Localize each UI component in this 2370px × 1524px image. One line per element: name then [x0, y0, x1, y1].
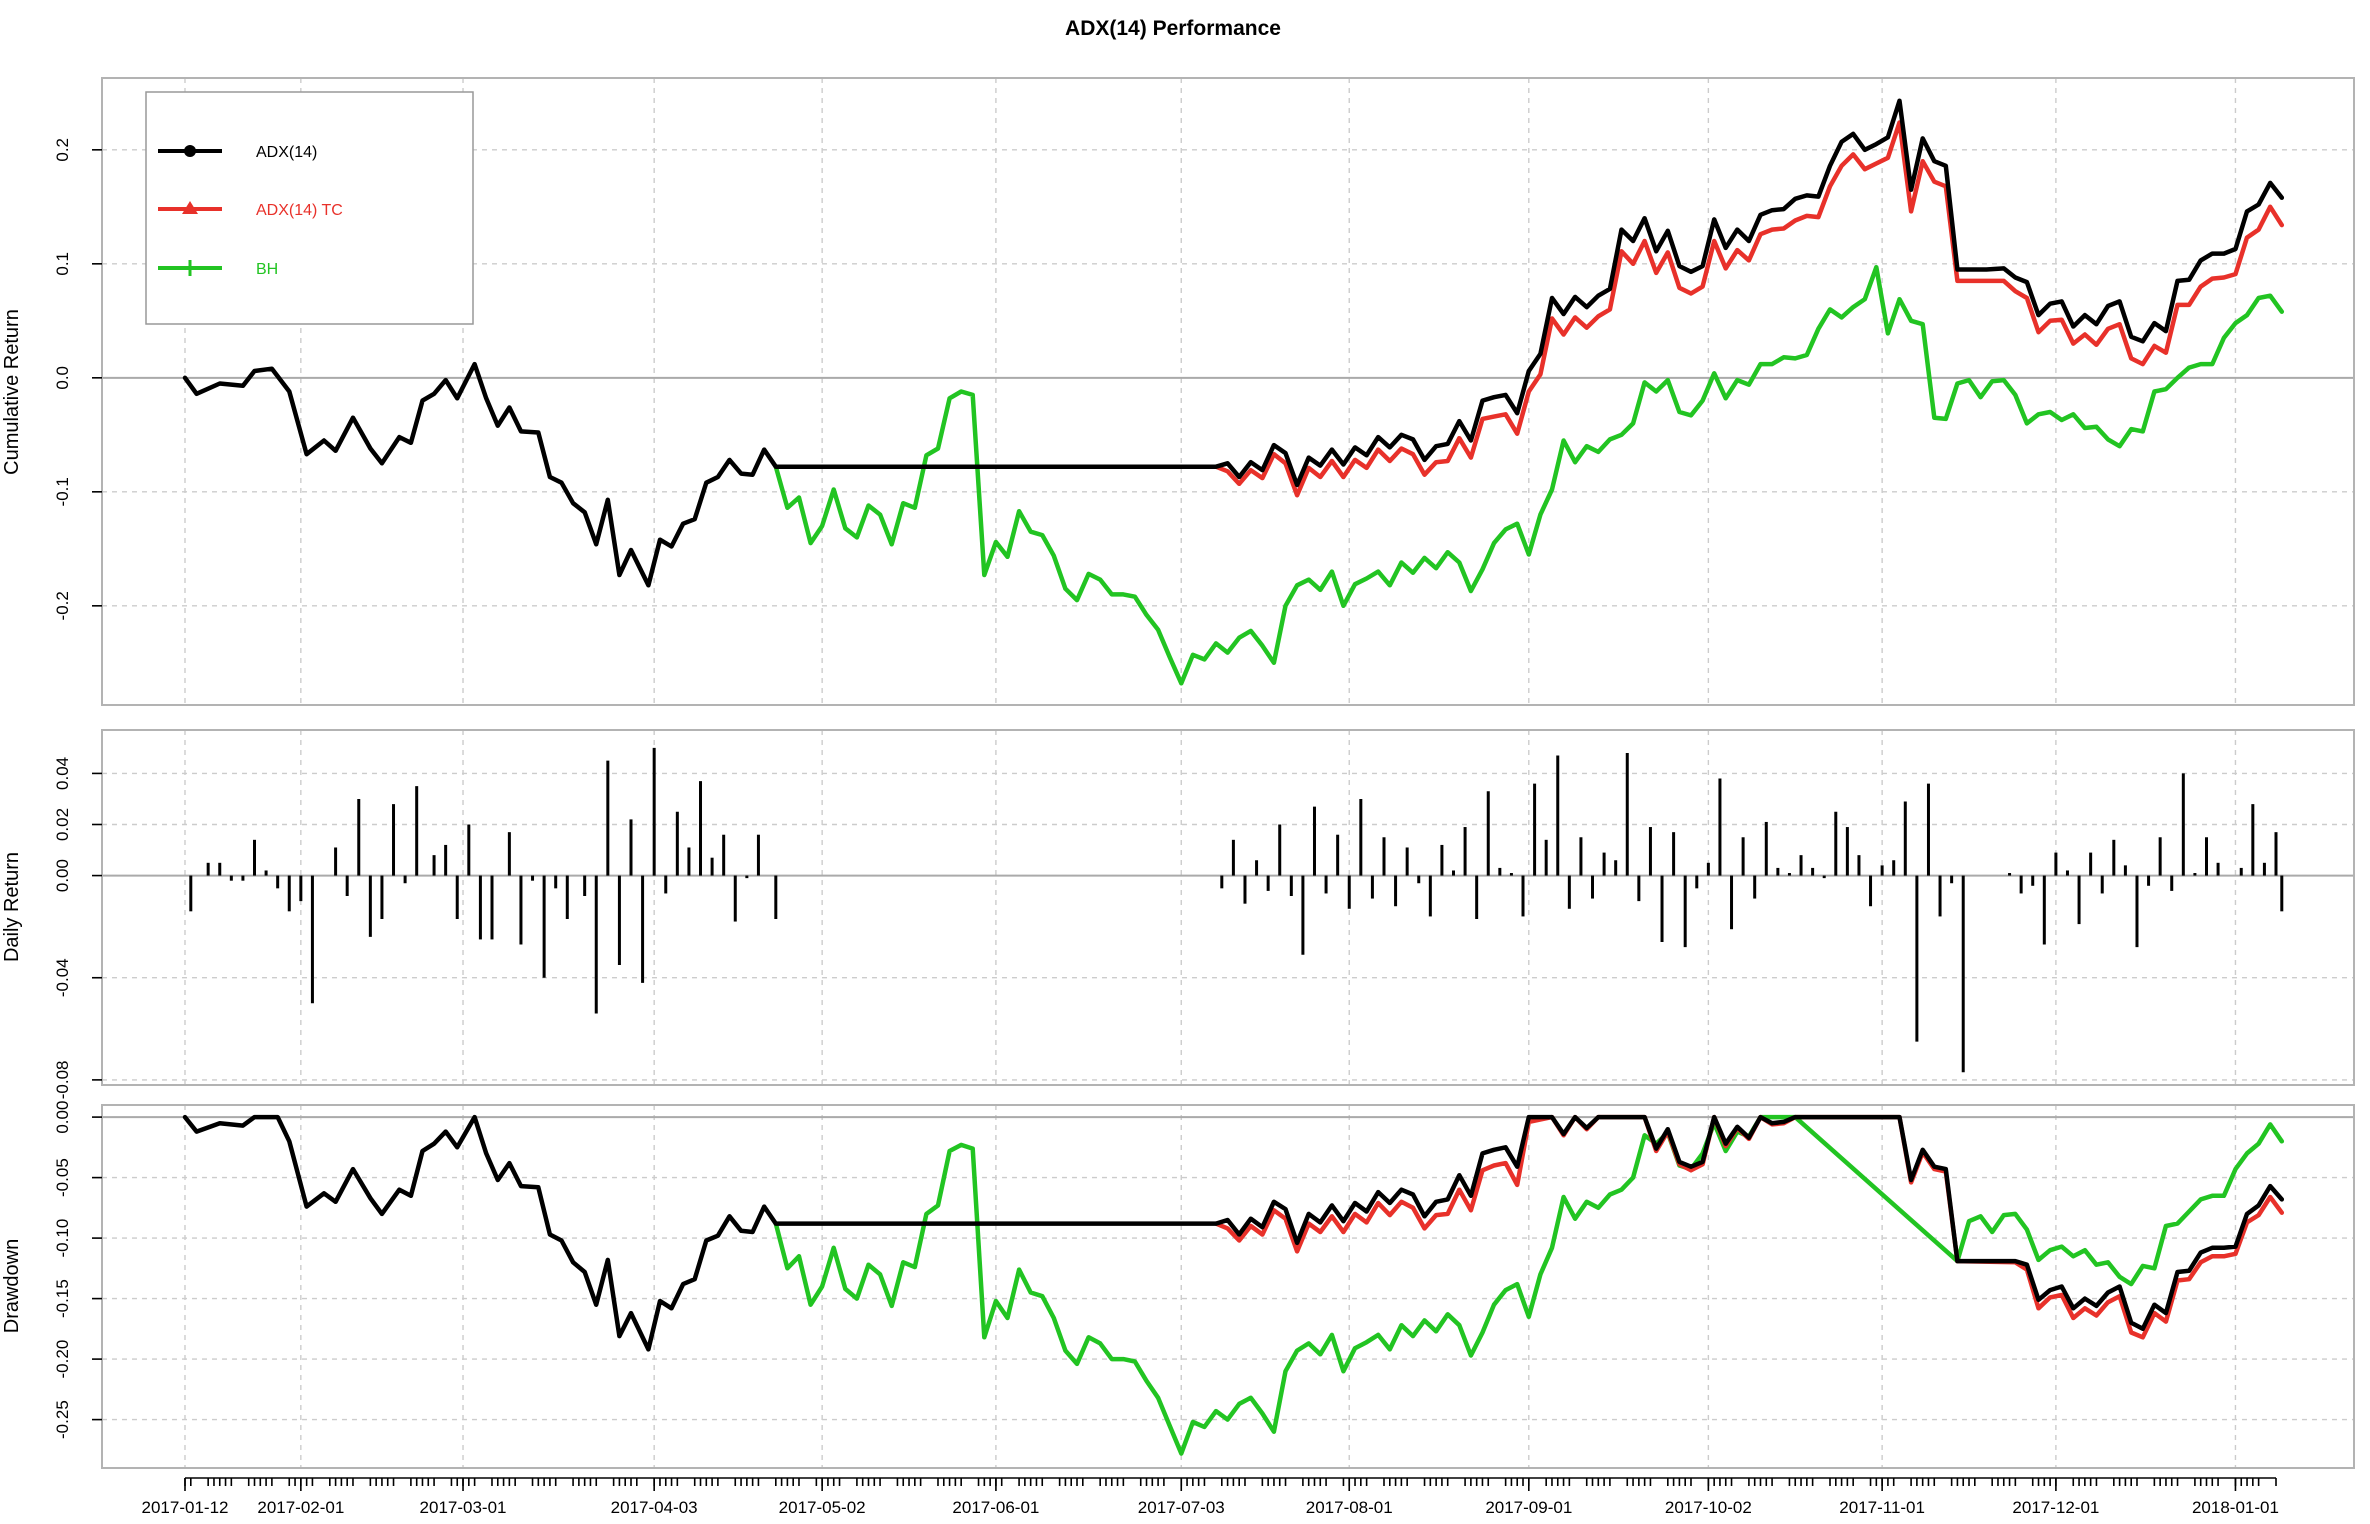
legend-marker-circle-icon: [184, 145, 196, 157]
cumulative-panel-frame: [101, 77, 2355, 706]
x-tick-label: 2017-12-01: [2012, 1498, 2099, 1517]
legend-label-bh: BH: [256, 261, 278, 278]
drawdown-panel: 0.00 -0.05 -0.10 -0.15 -0.20 -0.25 Drawdown: [1, 1101, 2355, 1469]
daily-grid: [102, 730, 2354, 1085]
daily-return-bars: [189, 747, 2284, 1073]
drawdown-series-group: [182, 1114, 2285, 1456]
legend-label-adx14: ADX(14): [256, 144, 317, 161]
x-tick-label: 2017-07-03: [1138, 1498, 1225, 1517]
cumulative-series-group: [182, 98, 2285, 686]
series-line-adx-14-tc: [1213, 120, 2285, 498]
series-line-adx-14: [182, 1114, 2285, 1352]
x-tick-label: 2017-03-01: [420, 1498, 507, 1517]
x-tick-label: 2017-11-01: [1839, 1498, 1925, 1517]
y-tick-label: 0.04: [53, 757, 72, 790]
x-tick-label: 2017-01-12: [142, 1498, 229, 1517]
cumulative-panel: 0.2 0.1 0.0 -0.1 -0.2 Cumulative Return ADX(…: [1, 77, 2355, 706]
daily-y-axis: 0.04 0.02 0.00 -0.04 -0.08: [53, 757, 102, 1099]
cumulative-y-axis: 0.2 0.1 0.0 -0.1 -0.2: [53, 138, 102, 620]
legend-item-adx14-tc: ADX(14) TC: [158, 201, 343, 219]
series-line-bh: [773, 264, 2285, 686]
daily-return-panel: 0.04 0.02 0.00 -0.04 -0.08 Daily Return: [1, 729, 2355, 1099]
legend: ADX(14) ADX(14) TC BH: [145, 91, 474, 325]
y-tick-label: -0.10: [53, 1219, 72, 1258]
x-tick-label: 2017-10-02: [1665, 1498, 1752, 1517]
drawdown-grid: [102, 1105, 2354, 1468]
x-tick-label: 2017-06-01: [952, 1498, 1039, 1517]
series-line-adx-14-tc: [1213, 1114, 2285, 1340]
x-tick-label: 2017-09-01: [1485, 1498, 1572, 1517]
series-line-adx-14: [182, 98, 2285, 588]
y-tick-label: 0.1: [53, 252, 72, 276]
daily-panel-frame: [101, 729, 2355, 1086]
legend-label-adx14-tc: ADX(14) TC: [256, 202, 343, 219]
y-tick-label: 0.2: [53, 138, 72, 162]
y-tick-label: -0.20: [53, 1340, 72, 1379]
y-tick-label: 0.02: [53, 808, 72, 841]
y-tick-label: -0.2: [53, 591, 72, 620]
y-tick-label: -0.1: [53, 477, 72, 506]
y-tick-label: -0.15: [53, 1279, 72, 1318]
y-tick-label: 0.0: [53, 366, 72, 390]
drawdown-y-axis-title: Drawdown: [1, 1239, 23, 1333]
y-tick-label: 0.00: [53, 1101, 72, 1134]
y-tick-label: 0.00: [53, 859, 72, 892]
x-tick-label: 2018-01-01: [2192, 1498, 2279, 1517]
y-tick-label: -0.05: [53, 1158, 72, 1197]
drawdown-y-axis: 0.00 -0.05 -0.10 -0.15 -0.20 -0.25: [53, 1101, 102, 1439]
x-axis: 2017-01-12 2017-02-01 2017-03-01 2017-04-03…: [142, 1477, 2279, 1517]
legend-item-adx14: ADX(14): [158, 144, 317, 161]
daily-y-axis-title: Daily Return: [1, 852, 23, 962]
x-tick-label: 2017-02-01: [257, 1498, 344, 1517]
x-tick-label: 2017-04-03: [611, 1498, 698, 1517]
legend-item-bh: BH: [158, 260, 278, 278]
x-tick-label: 2017-08-01: [1306, 1498, 1393, 1517]
y-tick-label: -0.04: [53, 958, 72, 997]
legend-marker-triangle-icon: [182, 201, 198, 214]
y-tick-label: -0.25: [53, 1400, 72, 1439]
chart-title: ADX(14) Performance: [1065, 17, 1281, 40]
y-tick-label: -0.08: [53, 1061, 72, 1100]
series-line-bh: [773, 1114, 2285, 1456]
cumulative-y-axis-title: Cumulative Return: [1, 309, 23, 475]
drawdown-panel-frame: [101, 1104, 2355, 1469]
x-tick-label: 2017-05-02: [779, 1498, 866, 1517]
